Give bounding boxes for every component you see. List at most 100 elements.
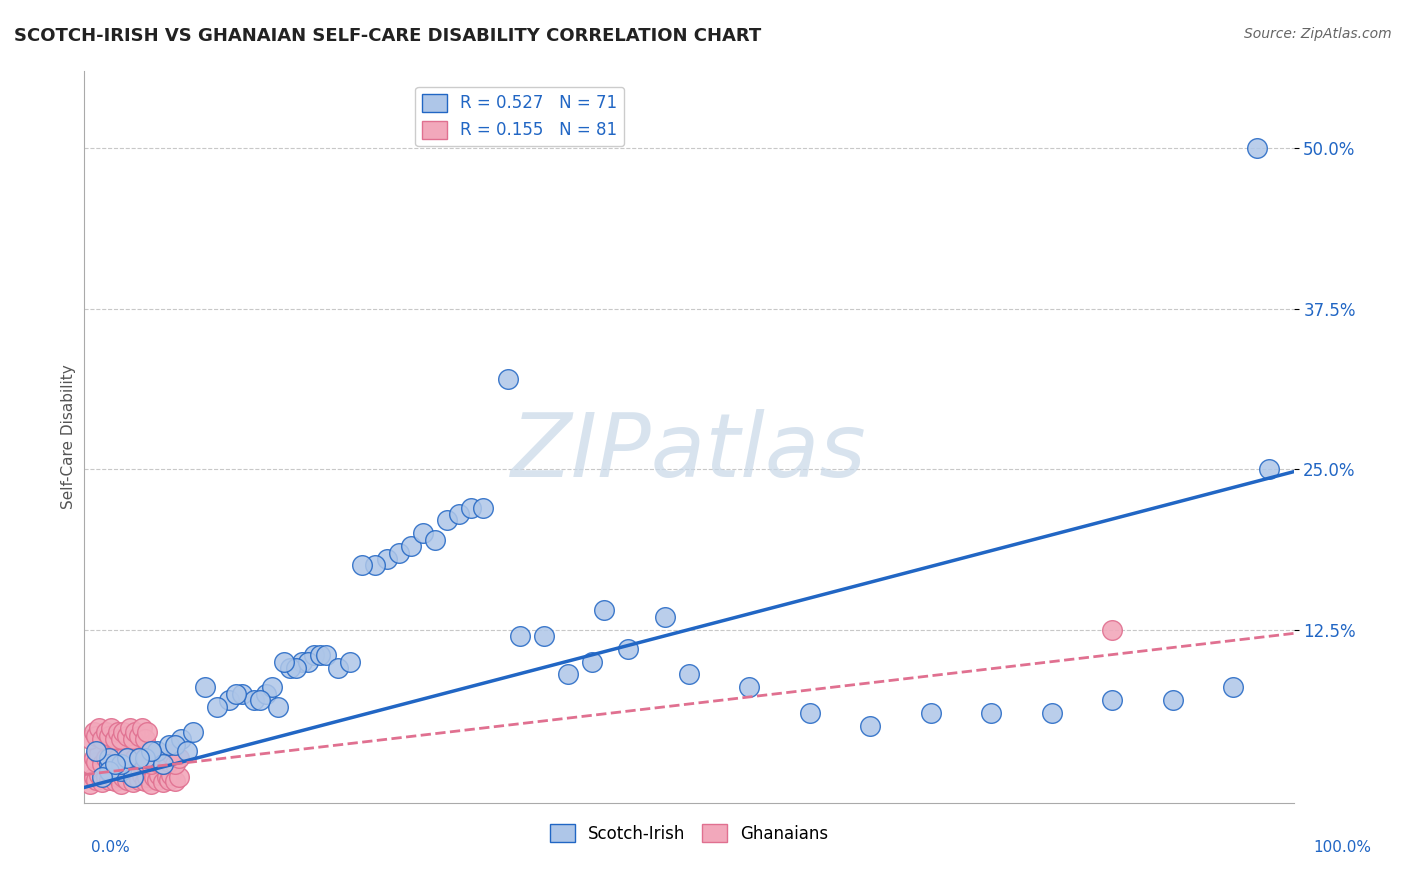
Point [181, 725, 204, 739]
Point [83, 770, 105, 784]
Point [339, 655, 361, 669]
Point [654, 609, 676, 624]
Point [980, 706, 1002, 720]
Point [328, 661, 350, 675]
Point [120, 747, 142, 761]
Point [157, 755, 180, 769]
Point [617, 641, 640, 656]
Point [112, 751, 135, 765]
Point [309, 648, 332, 663]
Point [86, 772, 108, 787]
Point [121, 731, 143, 746]
Text: ZIPatlas: ZIPatlas [512, 409, 866, 495]
Point [231, 687, 253, 701]
Point [121, 775, 143, 789]
Point [94, 725, 117, 739]
Point [134, 751, 156, 765]
Point [134, 774, 156, 789]
Point [207, 699, 229, 714]
Point [91, 770, 114, 784]
Text: Source: ZipAtlas.com: Source: ZipAtlas.com [1244, 27, 1392, 41]
Point [139, 776, 162, 790]
Point [449, 507, 471, 521]
Y-axis label: Self-Care Disability: Self-Care Disability [60, 365, 76, 509]
Text: 0.0%: 0.0% [91, 840, 131, 855]
Point [100, 722, 122, 736]
Point [1101, 623, 1123, 637]
Point [115, 772, 138, 787]
Text: 100.0%: 100.0% [1313, 840, 1371, 855]
Point [260, 681, 283, 695]
Point [146, 772, 169, 787]
Point [242, 693, 264, 707]
Point [124, 770, 146, 784]
Point [273, 655, 295, 669]
Point [170, 731, 193, 746]
Point [160, 767, 183, 781]
Point [267, 699, 290, 714]
Point [104, 774, 127, 789]
Point [87, 767, 110, 781]
Point [146, 755, 169, 769]
Point [1222, 681, 1244, 695]
Point [152, 775, 174, 789]
Point [920, 706, 942, 720]
Point [399, 539, 422, 553]
Point [128, 772, 150, 787]
Point [136, 725, 159, 739]
Point [496, 372, 519, 386]
Point [100, 767, 122, 781]
Point [1258, 462, 1281, 476]
Point [115, 751, 138, 765]
Point [152, 757, 174, 772]
Point [363, 558, 385, 573]
Point [107, 725, 129, 739]
Point [460, 500, 482, 515]
Point [167, 751, 190, 765]
Point [110, 757, 132, 772]
Point [1246, 141, 1268, 155]
Point [97, 772, 120, 787]
Point [157, 772, 180, 787]
Text: SCOTCH-IRISH VS GHANAIAN SELF-CARE DISABILITY CORRELATION CHART: SCOTCH-IRISH VS GHANAIAN SELF-CARE DISAB… [14, 27, 761, 45]
Point [436, 514, 458, 528]
Point [86, 744, 108, 758]
Point [79, 757, 101, 772]
Point [352, 558, 374, 573]
Point [423, 533, 446, 547]
Point [291, 655, 314, 669]
Point [121, 757, 143, 772]
Point [148, 747, 170, 761]
Point [110, 731, 132, 746]
Point [97, 764, 120, 778]
Point [131, 722, 153, 736]
Point [97, 729, 120, 743]
Point [104, 757, 127, 772]
Point [152, 757, 174, 772]
Point [157, 738, 180, 752]
Legend: Scotch-Irish, Ghanaians: Scotch-Irish, Ghanaians [543, 817, 835, 849]
Point [143, 751, 166, 765]
Point [110, 764, 132, 778]
Point [533, 629, 555, 643]
Point [472, 500, 495, 515]
Point [115, 755, 138, 769]
Point [509, 629, 531, 643]
Point [124, 725, 146, 739]
Point [87, 747, 110, 761]
Point [176, 744, 198, 758]
Point [146, 744, 169, 758]
Point [139, 757, 162, 772]
Point [297, 655, 319, 669]
Point [91, 731, 114, 746]
Point [165, 738, 187, 752]
Point [128, 755, 150, 769]
Point [581, 655, 603, 669]
Point [79, 776, 101, 790]
Point [593, 603, 616, 617]
Point [148, 767, 170, 781]
Point [128, 729, 150, 743]
Point [1161, 693, 1184, 707]
Point [388, 545, 411, 559]
Point [143, 770, 166, 784]
